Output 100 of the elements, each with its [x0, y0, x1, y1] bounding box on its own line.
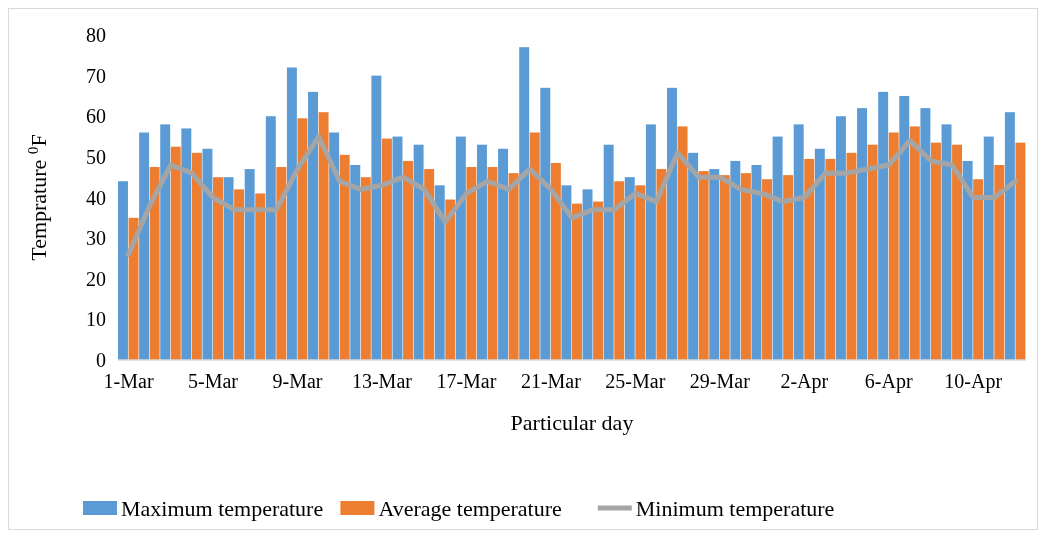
bar — [329, 132, 340, 360]
bar — [804, 158, 815, 360]
bar — [835, 116, 846, 360]
x-axis-title: Particular day — [510, 410, 634, 435]
x-tick-label: 13-Mar — [351, 370, 413, 392]
bar — [920, 108, 931, 360]
bar — [582, 189, 593, 360]
bar — [149, 167, 160, 360]
bar — [276, 167, 287, 360]
bar — [857, 108, 868, 360]
bar — [519, 47, 530, 360]
bar — [899, 95, 910, 360]
y-tick-label: 70 — [86, 64, 106, 87]
y-tick-label: 30 — [86, 227, 106, 250]
bar — [213, 177, 223, 360]
bar — [762, 179, 773, 360]
bar — [434, 185, 445, 360]
y-tick-label: 50 — [86, 145, 106, 168]
bar — [772, 136, 783, 360]
bar — [572, 203, 582, 360]
bar — [952, 144, 963, 360]
bar — [1004, 112, 1015, 360]
bar — [740, 173, 751, 360]
bar — [814, 148, 825, 360]
y-tick-label: 60 — [86, 105, 106, 128]
bar — [540, 87, 551, 360]
bar — [191, 152, 202, 360]
x-tick-label: 21-Mar — [520, 370, 582, 392]
bar — [867, 144, 878, 360]
bar — [751, 165, 762, 360]
bar — [973, 179, 984, 360]
legend-label: Average temperature — [378, 495, 562, 521]
bar — [667, 87, 677, 360]
bar — [118, 181, 128, 360]
legend-label: Minimum temperature — [635, 495, 835, 521]
bar — [255, 193, 266, 360]
x-tick-label: 5-Mar — [188, 370, 239, 392]
y-tick-label: 80 — [86, 24, 106, 46]
bar — [698, 171, 709, 360]
y-tick-label: 10 — [86, 308, 106, 331]
bar — [783, 175, 794, 360]
bar — [160, 124, 171, 360]
bar — [234, 189, 245, 360]
bar — [930, 142, 941, 360]
y-tick-label: 40 — [86, 186, 106, 209]
bar — [445, 199, 456, 360]
bar — [635, 185, 646, 360]
bar — [962, 160, 973, 360]
x-tick-label: 6-Apr — [864, 370, 913, 393]
bar — [371, 75, 382, 360]
bar — [550, 162, 561, 360]
bar — [614, 181, 625, 360]
bar — [286, 67, 297, 360]
bar — [424, 169, 435, 360]
bar — [730, 160, 741, 360]
bar — [909, 126, 920, 360]
bar — [593, 201, 604, 360]
y-tick-label: 0 — [96, 349, 106, 371]
bar — [719, 175, 730, 360]
y-tick-label: 20 — [86, 267, 106, 290]
bar — [793, 124, 804, 360]
bar — [265, 116, 276, 360]
bar — [561, 185, 572, 360]
bar — [128, 217, 139, 360]
x-tick-label: 25-Mar — [605, 370, 666, 392]
bar — [413, 144, 424, 360]
bar — [466, 167, 477, 360]
bar — [170, 146, 181, 360]
bar — [688, 152, 699, 360]
bar — [223, 177, 234, 360]
bar — [350, 165, 361, 360]
bar — [994, 165, 1005, 360]
bar — [1015, 142, 1026, 360]
bar — [656, 169, 667, 360]
bar — [318, 112, 329, 360]
bar — [403, 160, 414, 360]
bar — [139, 132, 150, 360]
bar — [645, 124, 656, 360]
x-tick-label: 9-Mar — [272, 370, 323, 392]
legend-label: Maximum temperature — [121, 495, 324, 521]
x-tick-label: 2-Apr — [780, 370, 829, 393]
bar — [498, 148, 509, 360]
bar — [308, 91, 319, 360]
bar — [983, 136, 994, 360]
bar — [455, 136, 466, 360]
bar — [624, 177, 635, 360]
bar — [297, 118, 308, 360]
bar — [202, 148, 213, 360]
x-tick-label: 1-Mar — [103, 370, 154, 392]
bar — [603, 144, 614, 360]
x-tick-label: 17-Mar — [436, 370, 497, 392]
bar — [677, 126, 688, 360]
bar — [244, 169, 255, 360]
bar — [360, 177, 371, 360]
bar — [381, 138, 392, 360]
bar — [508, 173, 519, 360]
bar — [529, 132, 540, 360]
x-tick-label: 29-Mar — [689, 370, 751, 392]
bar — [825, 158, 836, 360]
x-tick-label: 10-Apr — [944, 370, 1003, 393]
